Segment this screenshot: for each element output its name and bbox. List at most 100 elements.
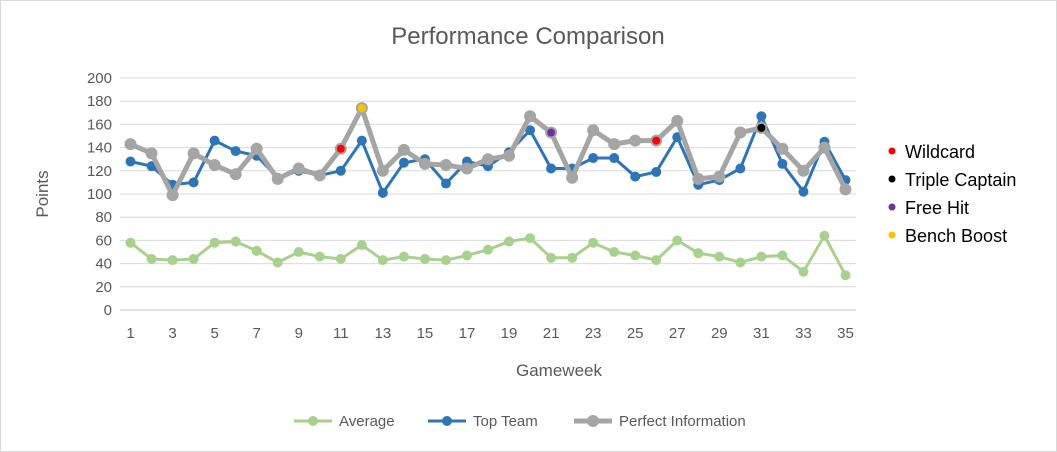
data-point xyxy=(377,187,388,198)
x-tick-label: 9 xyxy=(295,325,303,342)
data-point xyxy=(797,164,810,177)
data-point xyxy=(376,164,389,177)
x-tick-label: 19 xyxy=(501,325,518,342)
data-point xyxy=(188,177,199,188)
x-tick-label: 25 xyxy=(627,325,644,342)
chip-legend-marker xyxy=(888,231,896,239)
data-point xyxy=(692,172,705,185)
data-point xyxy=(460,162,473,175)
data-point xyxy=(293,247,304,257)
data-point xyxy=(229,168,242,181)
data-point xyxy=(735,163,746,174)
data-point xyxy=(651,255,662,266)
x-tick-label: 21 xyxy=(543,325,560,342)
y-tick-label: 20 xyxy=(95,279,112,296)
chip-legend-marker xyxy=(888,147,896,155)
y-tick-label: 160 xyxy=(87,116,112,133)
data-point xyxy=(146,253,157,264)
data-point xyxy=(693,248,704,259)
data-point xyxy=(439,159,452,171)
data-point xyxy=(588,237,599,248)
data-point xyxy=(313,169,326,182)
data-point xyxy=(588,153,599,164)
chip-point xyxy=(336,144,345,153)
data-point xyxy=(166,189,179,202)
x-tick-label: 15 xyxy=(417,325,434,342)
y-tick-label: 120 xyxy=(87,163,112,180)
x-axis-title: Gameweek xyxy=(516,361,602,380)
data-point xyxy=(209,135,220,146)
data-point xyxy=(419,253,430,264)
data-point xyxy=(756,251,767,262)
data-point xyxy=(397,143,410,156)
chip-legend: Wildcard Triple Captain Free Hit Bench Boos… xyxy=(888,142,1016,246)
legend-label: Top Team xyxy=(473,413,538,430)
x-tick-label: 5 xyxy=(210,325,218,342)
chip-legend-label: Triple Captain xyxy=(905,170,1016,190)
y-tick-label: 0 xyxy=(104,302,112,319)
data-point xyxy=(398,251,409,262)
legend-marker xyxy=(308,416,318,426)
y-tick-label: 40 xyxy=(95,256,112,273)
x-tick-label: 13 xyxy=(375,325,392,342)
data-point xyxy=(756,111,767,122)
y-tick-label: 200 xyxy=(87,70,112,87)
chip-legend-label: Wildcard xyxy=(905,142,975,162)
data-point xyxy=(251,245,262,256)
data-point xyxy=(356,240,367,251)
data-point xyxy=(798,186,809,197)
data-point xyxy=(798,266,809,277)
x-tick-label: 1 xyxy=(126,325,134,342)
data-point xyxy=(440,178,451,189)
data-point xyxy=(630,171,641,182)
data-point xyxy=(546,163,557,174)
data-point xyxy=(840,270,851,281)
x-tick-label: 33 xyxy=(795,325,812,342)
data-point xyxy=(503,149,516,162)
data-point xyxy=(609,153,620,164)
chip-markers xyxy=(336,104,766,153)
chip-legend-marker xyxy=(888,203,896,211)
data-point xyxy=(776,142,789,155)
data-point xyxy=(398,157,409,168)
y-tick-label: 80 xyxy=(95,209,112,226)
data-point xyxy=(335,253,346,264)
x-tick-label: 11 xyxy=(333,325,349,342)
chip-point xyxy=(652,136,661,145)
y-tick-label: 60 xyxy=(95,232,112,249)
data-point xyxy=(125,156,136,167)
gridlines xyxy=(120,77,856,311)
chip-legend-label: Bench Boost xyxy=(905,226,1007,246)
series-average xyxy=(125,230,851,281)
data-point xyxy=(819,230,830,241)
legend-label: Perfect Information xyxy=(619,413,746,430)
chip-legend-marker xyxy=(888,175,896,183)
data-point xyxy=(777,158,788,169)
x-tick-label: 35 xyxy=(837,325,854,342)
data-point xyxy=(818,141,831,154)
legend-marker xyxy=(587,415,599,427)
data-point xyxy=(609,247,620,257)
data-point xyxy=(167,255,178,266)
chip-point xyxy=(547,128,556,137)
y-tick-label: 100 xyxy=(87,186,112,203)
data-point xyxy=(714,251,725,262)
data-point xyxy=(125,237,136,248)
x-tick-label: 17 xyxy=(459,325,476,342)
data-point xyxy=(272,257,283,268)
y-tick-label: 140 xyxy=(87,140,112,157)
data-point xyxy=(250,142,263,155)
data-point xyxy=(187,147,200,160)
data-point xyxy=(713,170,726,183)
x-tick-label: 23 xyxy=(585,325,602,342)
data-point xyxy=(608,138,621,151)
data-point xyxy=(461,250,472,261)
x-tick-label: 29 xyxy=(711,325,728,342)
data-point xyxy=(672,235,683,246)
data-point xyxy=(525,233,536,244)
x-tick-label: 31 xyxy=(753,325,770,342)
series-perfect-information xyxy=(124,102,852,202)
chip-point xyxy=(357,104,366,113)
x-tick-labels: 1 3 5 7 9 11 13 15 17 19 21 23 25 27 29 31 33 35 xyxy=(126,325,853,342)
data-point xyxy=(440,255,451,266)
